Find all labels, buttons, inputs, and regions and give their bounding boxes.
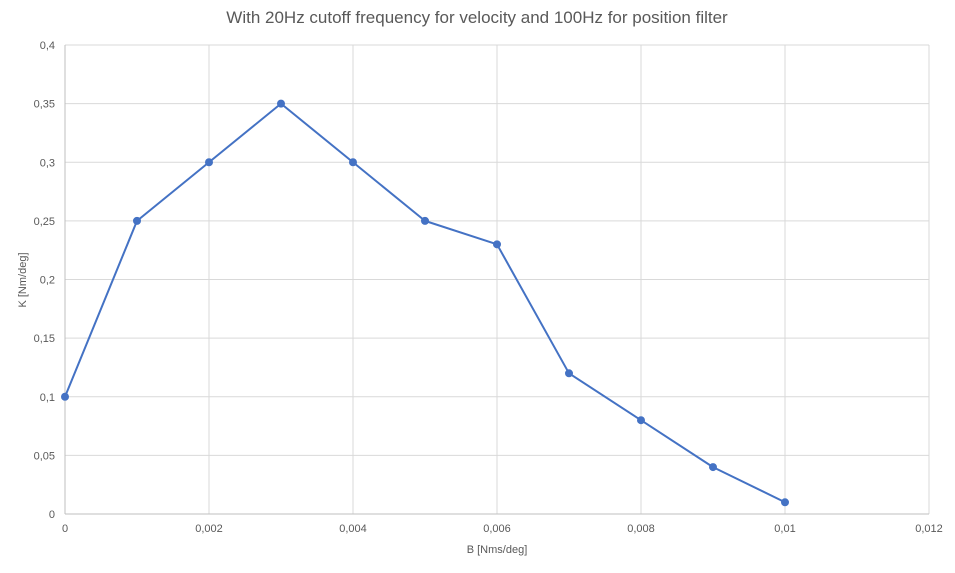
y-axis-label: K [Nm/deg] — [17, 252, 29, 307]
chart-title: With 20Hz cutoff frequency for velocity … — [226, 8, 728, 27]
data-point — [637, 416, 645, 425]
y-tick-label: 0,4 — [40, 40, 55, 52]
x-tick-label: 0,012 — [915, 523, 943, 535]
data-point — [781, 498, 789, 507]
x-tick-label: 0,01 — [774, 523, 795, 535]
data-point — [133, 216, 141, 225]
y-tick-label: 0,25 — [34, 216, 55, 228]
axes — [64, 45, 929, 515]
x-tick-label: 0,008 — [627, 523, 655, 535]
y-tick-label: 0,2 — [40, 275, 55, 287]
x-tick-label: 0 — [62, 523, 68, 535]
series-layer — [61, 99, 789, 507]
y-tick-label: 0,1 — [40, 392, 55, 404]
x-tick-label: 0,006 — [483, 523, 511, 535]
data-point — [61, 392, 69, 401]
series-line — [64, 102, 786, 504]
y-tick-label: 0,3 — [40, 157, 55, 169]
y-tick-label: 0,05 — [34, 450, 55, 462]
data-point — [565, 369, 573, 378]
x-tick-label: 0,002 — [195, 523, 223, 535]
x-tick-label: 0,004 — [339, 523, 367, 535]
data-point — [349, 158, 357, 167]
gridlines — [65, 44, 930, 514]
data-point — [493, 240, 501, 249]
x-axis-label: B [Nms/deg] — [467, 544, 528, 556]
y-tick-label: 0,15 — [34, 333, 55, 345]
y-axis-tick-labels: 0 0,05 0,1 0,15 0,2 0,25 0,3 0,35 0,4 — [34, 40, 55, 521]
data-point — [205, 158, 213, 167]
x-axis-tick-labels: 0 0,002 0,004 0,006 0,008 0,01 0,012 — [62, 523, 943, 535]
data-point — [421, 216, 429, 225]
y-tick-label: 0,35 — [34, 99, 55, 111]
y-tick-label: 0 — [49, 509, 55, 521]
data-point — [277, 99, 285, 108]
data-point — [709, 463, 717, 472]
